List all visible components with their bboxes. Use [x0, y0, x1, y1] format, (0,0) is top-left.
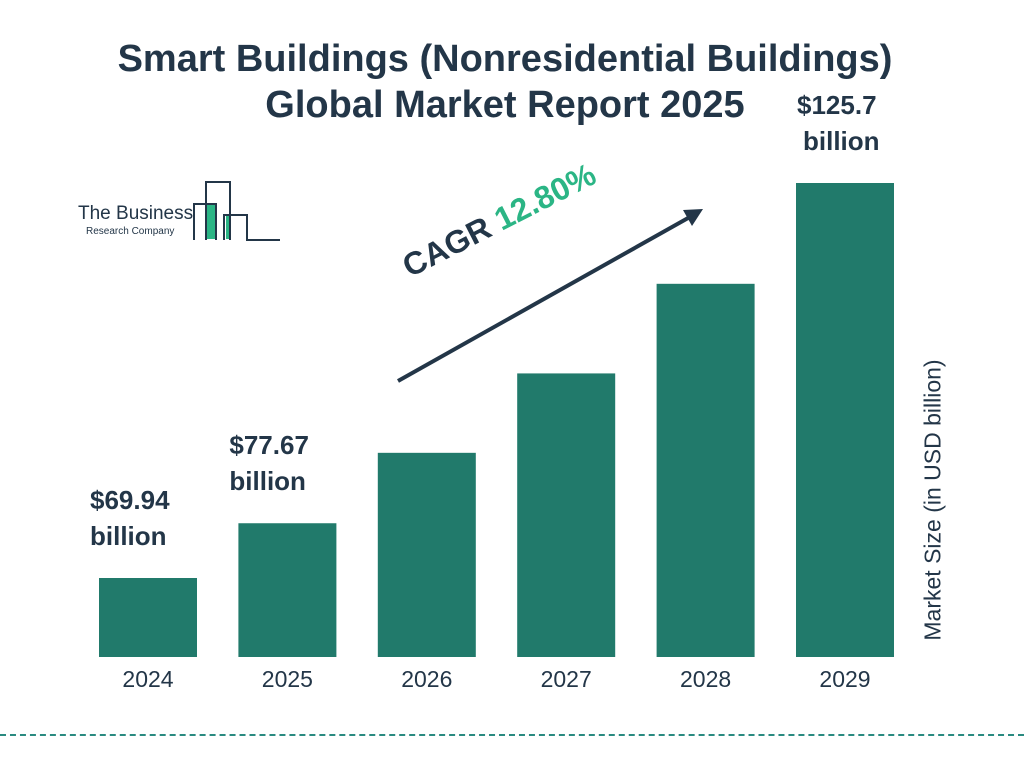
- logo-buildings-icon: [193, 181, 280, 241]
- x-tick-label: 2024: [122, 666, 174, 692]
- data-label: $69.94 billion: [90, 482, 170, 554]
- title-line-2: Global Market Report 2025: [265, 84, 745, 126]
- cagr-arrow-head: [683, 209, 703, 226]
- cagr-arrow-line: [397, 211, 698, 383]
- data-label: $77.67 billion: [229, 427, 309, 499]
- bar-2027: [517, 373, 616, 657]
- logo-text-sub: Research Company: [86, 226, 175, 237]
- data-label-unit: billion: [229, 466, 306, 497]
- bar-2028: [656, 283, 755, 657]
- data-label-unit: billion: [803, 126, 880, 156]
- x-tick-label: 2026: [401, 666, 453, 692]
- y-axis-label: Market Size (in USD billion): [919, 359, 946, 641]
- bar-2029: [796, 183, 894, 657]
- x-tick-label: 2029: [819, 666, 871, 692]
- footer-divider: [0, 734, 1024, 736]
- data-label-value: $69.94: [90, 485, 170, 515]
- chart-title: Smart Buildings (Nonresidential Building…: [0, 36, 1010, 128]
- x-tick-label: 2028: [680, 666, 732, 692]
- logo-text-main: The Business: [78, 203, 194, 224]
- data-label-unit: billion: [90, 521, 167, 551]
- bar-2025: [238, 523, 337, 657]
- x-tick-label: 2025: [261, 666, 313, 692]
- title-line-1: Smart Buildings (Nonresidential Building…: [117, 38, 893, 80]
- data-label: $125.7 billion: [797, 87, 880, 159]
- data-label-value: $77.67: [229, 430, 309, 461]
- x-tick-label: 2027: [540, 666, 592, 692]
- bar-2026: [377, 452, 476, 657]
- bar-2024: [99, 578, 197, 657]
- data-label-value: $125.7: [797, 90, 877, 120]
